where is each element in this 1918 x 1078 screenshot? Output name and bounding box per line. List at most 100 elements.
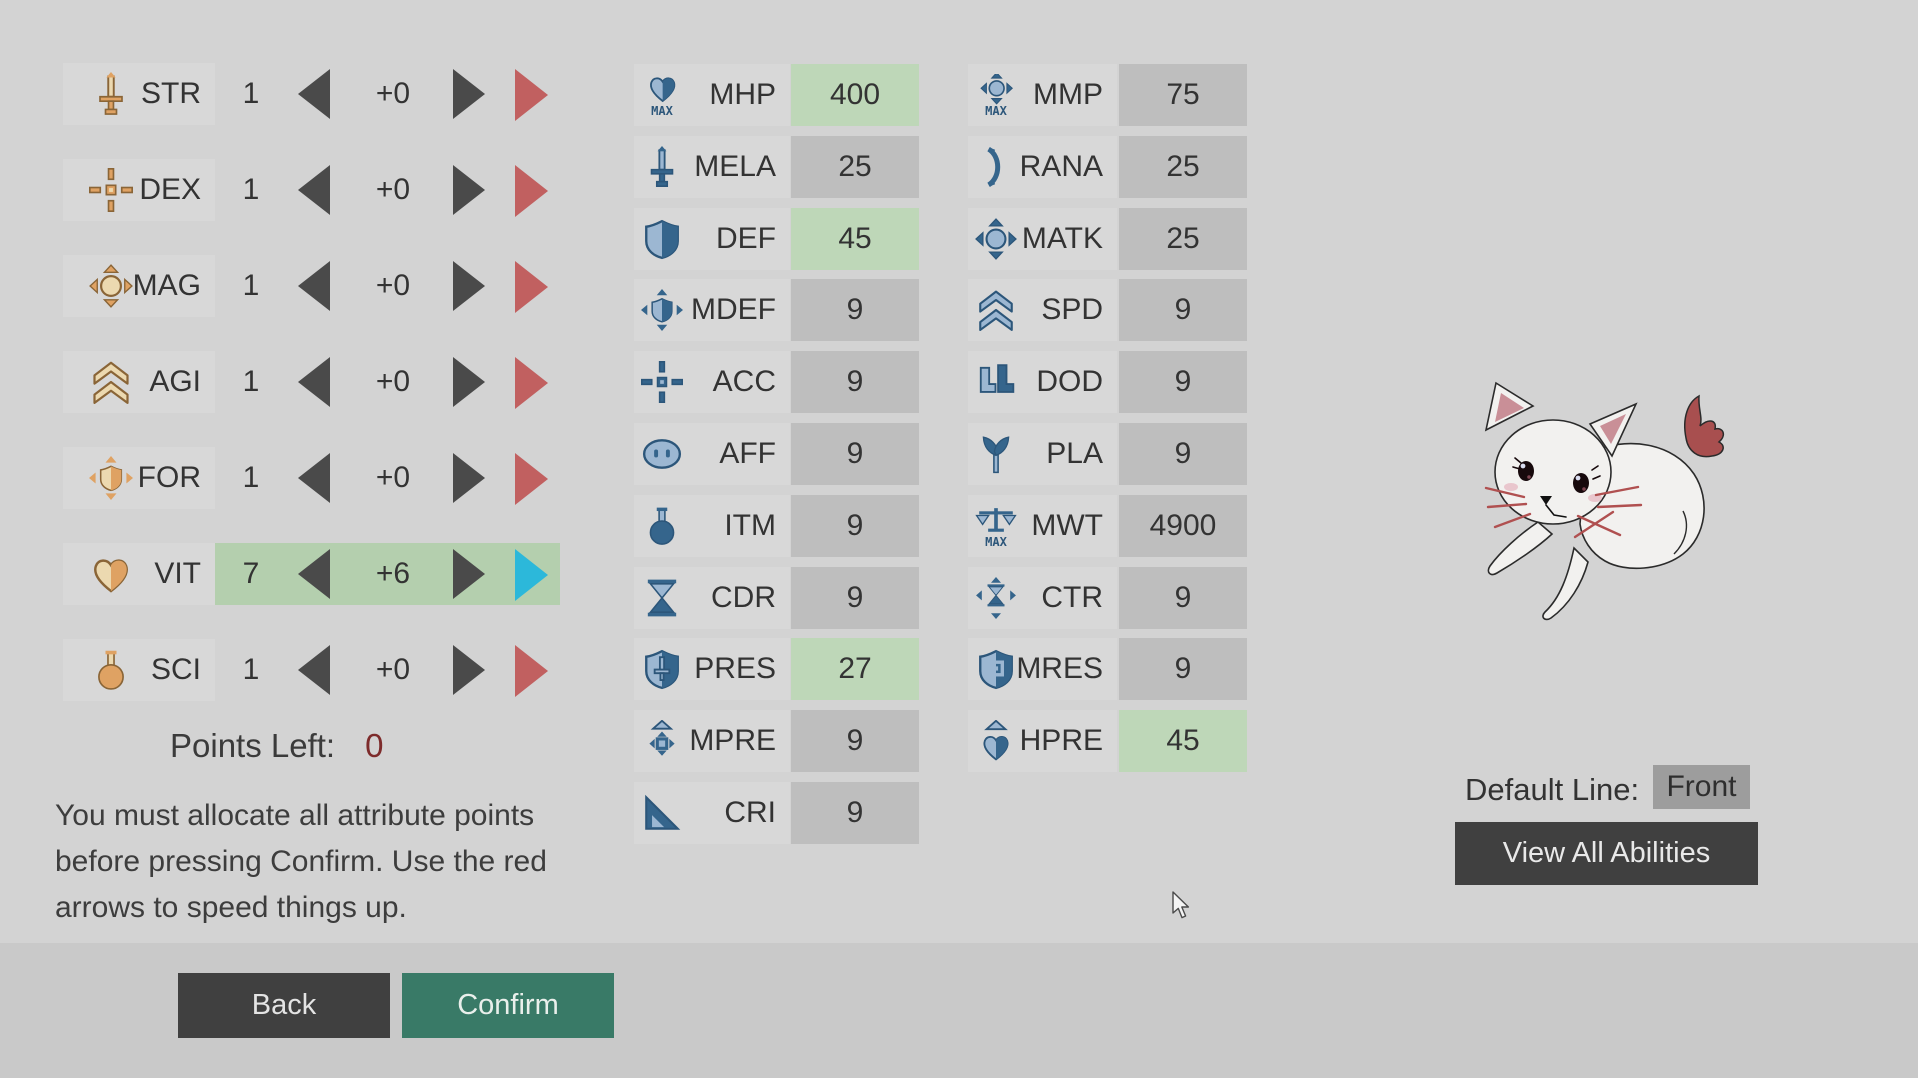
mag-fast-increase-button[interactable] [515, 261, 549, 313]
help-line: before pressing Confirm. Use the red [55, 845, 547, 878]
stat-row-pres: PRES 27 [634, 638, 924, 700]
str-increase-button[interactable] [453, 69, 487, 119]
stat-label: CDR [711, 581, 776, 614]
fast-arrow-icon [515, 645, 548, 697]
stat-row-def: DEF 45 [634, 208, 924, 270]
stat-label: DOD [1036, 365, 1103, 398]
points-left: Points Left: 0 [170, 727, 383, 765]
attr-label-box-sci: SCI [63, 639, 215, 701]
shield-sword-icon [641, 648, 683, 690]
attr-value: 1 [242, 653, 260, 686]
shield-icon [641, 218, 683, 260]
stat-label: MHP [709, 78, 776, 111]
stat-label: MWT [1031, 509, 1103, 542]
for-decrease-button[interactable] [298, 453, 332, 503]
sci-decrease-button[interactable] [298, 645, 332, 695]
attr-label-box-dex: DEX [63, 159, 215, 221]
confirm-button[interactable]: Confirm [402, 973, 614, 1038]
plant-icon [975, 433, 1017, 475]
stat-row-mpre: MPRE 9 [634, 710, 924, 772]
sci-fast-increase-button[interactable] [515, 645, 549, 697]
stat-row-ctr: CTR 9 [968, 567, 1258, 629]
stat-row-acc: ACC 9 [634, 351, 924, 413]
stat-row-mhp: MHP 400 [634, 64, 924, 126]
attr-delta: +0 [375, 461, 411, 494]
mag-increase-button[interactable] [453, 261, 487, 311]
bow-icon [975, 146, 1017, 188]
stat-row-cri: CRI 9 [634, 782, 924, 844]
help-line: arrows to speed things up. [55, 891, 407, 924]
orb-max-icon [975, 74, 1017, 116]
corner-triangle-icon [641, 792, 683, 834]
arrow-right-icon [453, 357, 485, 407]
stat-label: DEF [716, 222, 776, 255]
for-fast-increase-button[interactable] [515, 453, 549, 505]
back-button[interactable]: Back [178, 973, 390, 1038]
orb-up-icon [641, 720, 683, 762]
vit-increase-button[interactable] [453, 549, 487, 599]
attr-delta: +0 [375, 653, 411, 686]
stat-label: PRES [694, 652, 776, 685]
agi-fast-increase-button[interactable] [515, 357, 549, 409]
pet-cat-image [1484, 381, 1725, 621]
dex-increase-button[interactable] [453, 165, 487, 215]
view-all-abilities-button[interactable]: View All Abilities [1455, 822, 1758, 885]
mag-decrease-button[interactable] [298, 261, 332, 311]
stat-value-rana: 25 [1119, 136, 1247, 198]
stat-label: CRI [724, 796, 776, 829]
stat-value-cdr: 9 [791, 567, 919, 629]
arrow-right-icon [453, 549, 485, 599]
attr-row-str: STR 1 +0 [63, 63, 560, 125]
attr-label-box-agi: AGI [63, 351, 215, 413]
str-decrease-button[interactable] [298, 69, 332, 119]
str-fast-increase-button[interactable] [515, 69, 549, 121]
stat-value-mwt: 4900 [1119, 495, 1247, 557]
attr-label-box-mag: MAG [63, 255, 215, 317]
stat-value-mres: 9 [1119, 638, 1247, 700]
arrow-left-icon [298, 453, 330, 503]
attr-label: DEX [139, 173, 201, 206]
stat-label: RANA [1019, 150, 1103, 183]
chevrons-icon [975, 289, 1017, 331]
shield-arrows-icon [641, 289, 683, 331]
fast-arrow-icon [515, 453, 548, 505]
arrow-right-icon [453, 165, 485, 215]
stat-value-hpre: 45 [1119, 710, 1247, 772]
attr-label-box-str: STR [63, 63, 215, 125]
vit-decrease-button[interactable] [298, 549, 332, 599]
chevrons-icon [89, 360, 133, 404]
attr-value: 1 [242, 173, 260, 206]
stat-row-mwt: MWT 4900 [968, 495, 1258, 557]
heart-icon [89, 552, 133, 596]
hourglass-arrows-icon [975, 577, 1017, 619]
crosshair-icon [641, 361, 683, 403]
stat-value-mhp: 400 [791, 64, 919, 126]
vit-fast-increase-button[interactable] [515, 549, 549, 601]
stat-row-mmp: MMP 75 [968, 64, 1258, 126]
stat-value-mdef: 9 [791, 279, 919, 341]
arrow-left-icon [298, 549, 330, 599]
for-increase-button[interactable] [453, 453, 487, 503]
fast-arrow-active-icon [515, 549, 548, 601]
stat-value-def: 45 [791, 208, 919, 270]
magic-orb-icon [89, 264, 133, 308]
dex-fast-increase-button[interactable] [515, 165, 549, 217]
arrow-right-icon [453, 261, 485, 311]
magic-orb-icon [975, 218, 1017, 260]
scale-max-icon [975, 505, 1017, 547]
agi-increase-button[interactable] [453, 357, 487, 407]
default-line-value[interactable]: Front [1653, 765, 1750, 809]
arrow-left-icon [298, 261, 330, 311]
arrow-left-icon [298, 69, 330, 119]
stat-label: MPRE [689, 724, 776, 757]
stat-value-acc: 9 [791, 351, 919, 413]
attr-label: SCI [150, 653, 201, 686]
points-left-label: Points Left: [170, 727, 336, 764]
dex-decrease-button[interactable] [298, 165, 332, 215]
attr-value: 1 [242, 461, 260, 494]
agi-decrease-button[interactable] [298, 357, 332, 407]
sci-increase-button[interactable] [453, 645, 487, 695]
stat-value-ctr: 9 [1119, 567, 1247, 629]
attr-row-dex: DEX 1 +0 [63, 159, 560, 221]
